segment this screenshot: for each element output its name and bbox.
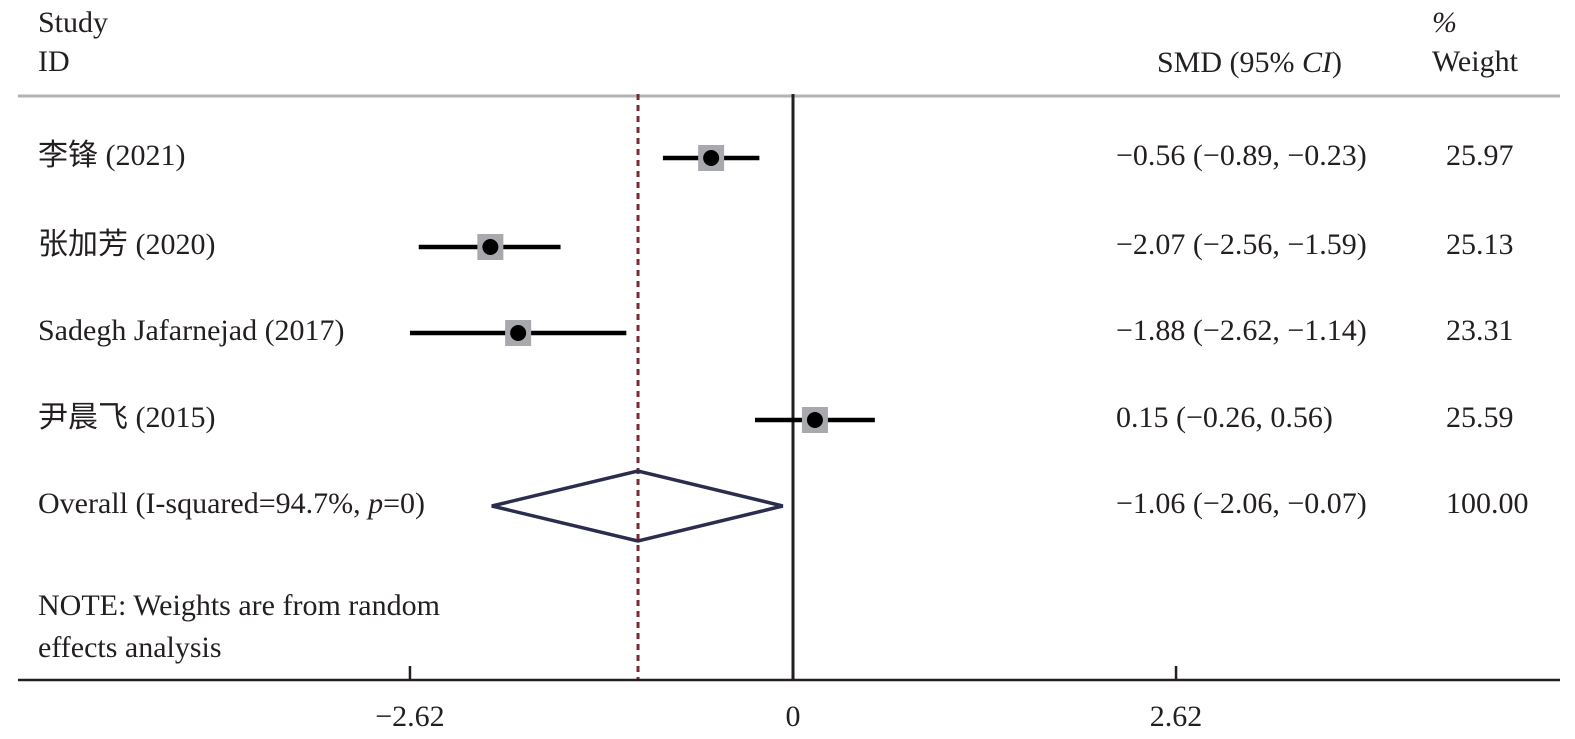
percent-header: % — [1432, 6, 1457, 39]
x-tick-label: 0 — [786, 700, 801, 733]
smd-ci-value: −2.07 (−2.56, −1.59) — [1116, 228, 1367, 261]
study-label: Sadegh Jafarnejad (2017) — [38, 314, 345, 347]
weight-header: Weight — [1432, 45, 1518, 78]
smd-ci-header: SMD (95% CI) — [1157, 46, 1343, 79]
overall-smd-ci-value: −1.06 (−2.06, −0.07) — [1116, 487, 1367, 520]
note-line-2: effects analysis — [38, 631, 222, 664]
id-header: ID — [38, 45, 70, 78]
smd-ci-value: −0.56 (−0.89, −0.23) — [1116, 139, 1367, 172]
overall-diamond — [491, 469, 784, 543]
point-estimate — [482, 239, 499, 255]
weight-value: 23.31 — [1446, 314, 1514, 347]
note-line-1: NOTE: Weights are from random — [38, 589, 440, 622]
study-label: 张加芳 (2020) — [38, 228, 216, 261]
point-estimate — [703, 150, 720, 166]
weight-value: 25.97 — [1446, 139, 1514, 172]
weight-value: 25.13 — [1446, 228, 1514, 261]
overall-weight-value: 100.00 — [1446, 487, 1529, 520]
weight-value: 25.59 — [1446, 401, 1514, 434]
study-label: 李锋 (2021) — [38, 139, 186, 172]
x-tick-label: 2.62 — [1150, 700, 1203, 733]
study-header: Study — [38, 6, 109, 39]
point-estimate — [510, 325, 527, 341]
point-estimate — [806, 412, 823, 428]
x-tick-label: −2.62 — [375, 700, 444, 733]
overall-label: Overall (I-squared=94.7%, p=0) — [38, 487, 426, 520]
smd-ci-value: −1.88 (−2.62, −1.14) — [1116, 314, 1367, 347]
study-label: 尹晨飞 (2015) — [38, 401, 216, 434]
smd-ci-value: 0.15 (−0.26, 0.56) — [1116, 401, 1333, 434]
